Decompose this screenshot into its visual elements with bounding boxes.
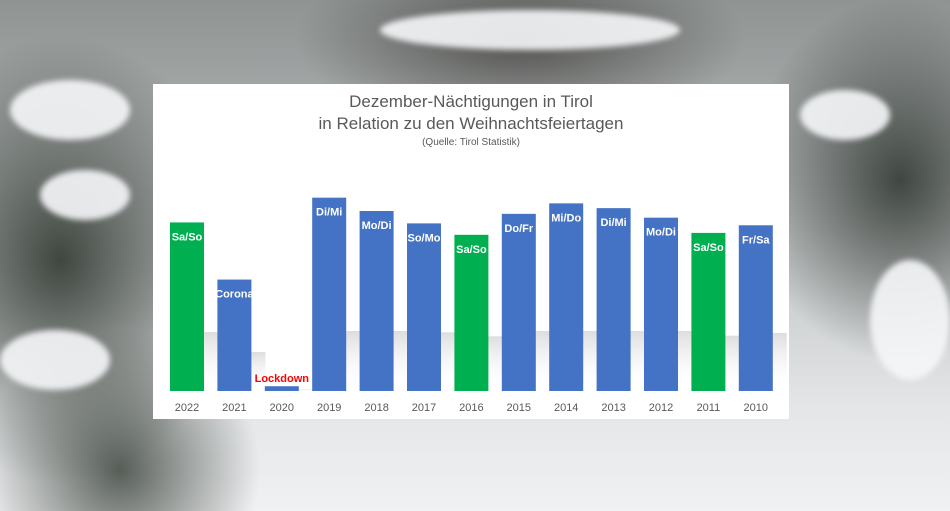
x-tick-label-2013: 2013 xyxy=(601,402,625,414)
chart-subtitle: in Relation zu den Weihnachtsfeiertagen xyxy=(318,114,624,133)
bar-2013 xyxy=(596,208,631,391)
chart-panel: Dezember-Nächtigungen in Tirol in Relati… xyxy=(153,84,789,419)
snow-patch xyxy=(0,330,110,390)
bar-label-2022: Sa/So xyxy=(172,231,203,243)
bar-2014 xyxy=(549,203,584,391)
bar-label-2018: Mo/Di xyxy=(362,220,392,232)
x-tick-label-2016: 2016 xyxy=(459,402,483,414)
bar-label-2015: Do/Fr xyxy=(504,223,533,235)
bar-2010 xyxy=(738,225,773,391)
snow-patch xyxy=(870,260,950,380)
x-tick-label-2012: 2012 xyxy=(649,402,673,414)
bar-label-2019: Di/Mi xyxy=(316,207,342,219)
snow-patch xyxy=(10,80,130,140)
bar-2020 xyxy=(264,386,299,391)
x-tick-label-2015: 2015 xyxy=(507,402,531,414)
x-tick-label-2014: 2014 xyxy=(554,402,578,414)
bar-2018 xyxy=(359,211,394,391)
x-tick-label-2010: 2010 xyxy=(744,402,768,414)
bar-label-2011: Sa/So xyxy=(693,242,724,254)
bar-label-2021: Corona xyxy=(215,289,254,301)
x-tick-label-2022: 2022 xyxy=(175,402,199,414)
bar-2015 xyxy=(501,213,536,391)
bar-2021 xyxy=(217,279,252,391)
x-tick-label-2021: 2021 xyxy=(222,402,246,414)
bar-label-2014: Mi/Do xyxy=(551,212,581,224)
x-tick-label-2018: 2018 xyxy=(364,402,388,414)
bar-label-2016: Sa/So xyxy=(456,244,487,256)
bar-2019 xyxy=(312,197,347,391)
bar-labels-layer: Sa/So Corona Lockdown Di/Mi Mo/Di So/Mo Sa/So D… xyxy=(172,207,771,386)
chart-source: (Quelle: Tirol Statistik) xyxy=(422,137,520,148)
x-tick-label-2019: 2019 xyxy=(317,402,341,414)
bar-label-2020: Lockdown xyxy=(255,373,310,385)
snow-patch xyxy=(800,90,890,140)
bar-2016 xyxy=(454,234,489,391)
snow-patch xyxy=(380,10,680,50)
bar-label-2013: Di/Mi xyxy=(600,217,626,229)
bar-2012 xyxy=(644,217,678,391)
chart-title: Dezember-Nächtigungen in Tirol xyxy=(349,92,593,111)
bar-label-2017: So/Mo xyxy=(408,232,441,244)
bars-layer xyxy=(170,197,787,391)
x-tick-label-2011: 2011 xyxy=(697,402,721,414)
bar-chart: Sa/So Corona Lockdown Di/Mi Mo/Di So/Mo Sa/So D… xyxy=(170,197,787,414)
bar-label-2010: Fr/Sa xyxy=(742,234,770,246)
bar-2022 xyxy=(170,222,204,391)
bar-2017 xyxy=(407,223,441,391)
bar-label-2012: Mo/Di xyxy=(646,227,676,239)
bar-2011 xyxy=(691,232,726,391)
x-tick-label-2020: 2020 xyxy=(270,402,294,414)
x-tick-label-2017: 2017 xyxy=(412,402,436,414)
x-axis-ticks: 2022 2021 2020 2019 2018 2017 2016 2015 2014 2013… xyxy=(175,402,768,414)
snow-patch xyxy=(40,170,130,220)
